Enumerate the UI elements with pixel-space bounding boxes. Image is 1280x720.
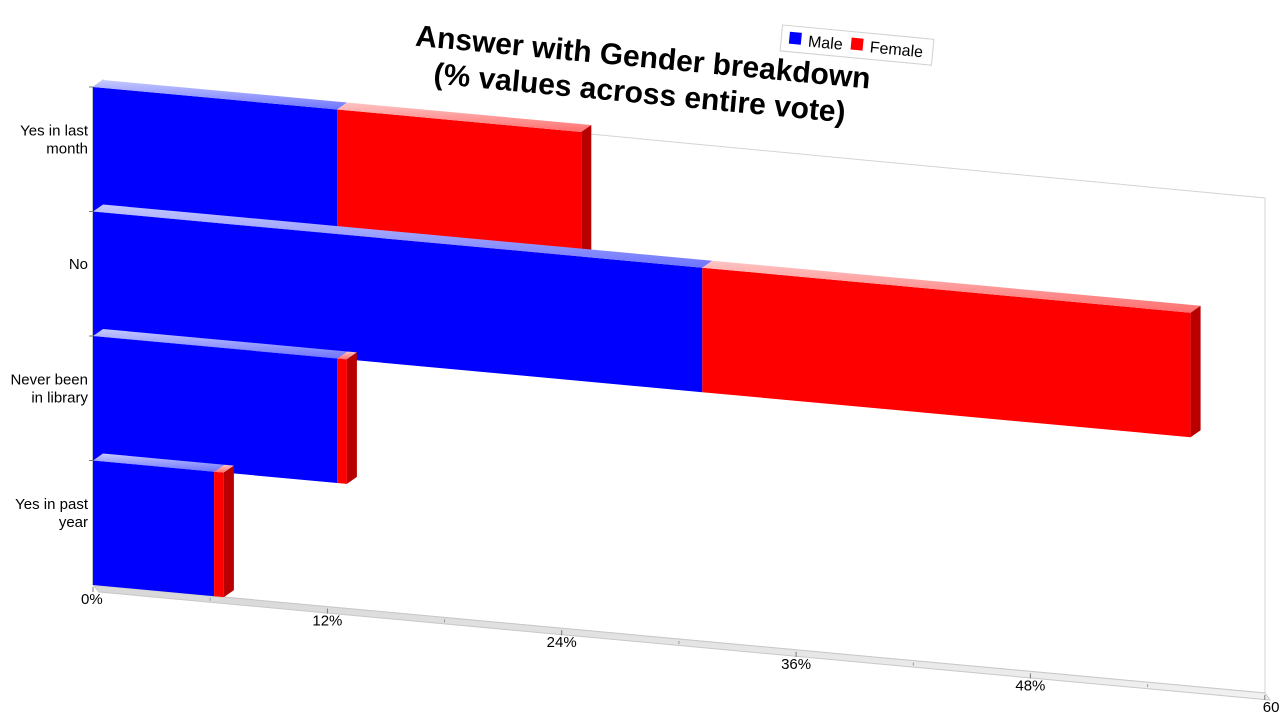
x-tick-label-48: 48% (1015, 677, 1045, 694)
chart-floor (91, 584, 1272, 701)
category-label-no: No (69, 256, 88, 273)
x-tick-label-24: 24% (547, 634, 577, 651)
bar-male-yes-in-last-month (93, 87, 338, 234)
bar-end-no (1190, 305, 1201, 438)
legend: Male Female (779, 24, 935, 66)
bar-top-female-yes-in-last-month (337, 102, 592, 132)
bar-top-female-yes-in-past-year (214, 464, 234, 473)
bar-female-never-been-in-library (337, 358, 347, 484)
bar-top-male-yes-in-last-month (93, 80, 348, 110)
bar-male-yes-in-past-year (93, 460, 215, 597)
x-tick-label-36: 36% (781, 656, 811, 673)
category-label-yes-in-past-year: Yes in past year (15, 496, 89, 531)
bar-end-yes-in-past-year (223, 465, 234, 598)
bar-end-never-been-in-library (346, 352, 357, 484)
bar-female-yes-in-past-year (214, 471, 224, 598)
bars-layer (89, 80, 1201, 598)
bar-top-female-never-been-in-library (337, 351, 357, 360)
bar-female-no (702, 267, 1191, 438)
bar-row-yes-in-past-year (89, 453, 234, 598)
bar-male-never-been-in-library (93, 336, 338, 483)
bar-top-male-no (93, 204, 713, 268)
x-tick-label-60: 60% (1263, 699, 1280, 716)
bar-female-yes-in-last-month (337, 109, 582, 257)
category-labels: Yes in last month No Never been in library Ye… (10, 122, 89, 531)
bar-top-female-no (702, 260, 1201, 313)
category-label-yes-in-last-month: Yes in last month (20, 122, 89, 157)
bar-top-male-yes-in-past-year (93, 453, 225, 472)
legend-label-male: Male (807, 34, 843, 54)
legend-label-female: Female (869, 39, 924, 61)
legend-swatch-male (788, 31, 802, 45)
bar-end-yes-in-last-month (581, 125, 592, 257)
legend-swatch-female (850, 37, 864, 51)
x-tick-label-0: 0% (81, 591, 103, 608)
category-label-never-been-in-library: Never been in library (10, 371, 88, 406)
x-tick-label-12: 12% (312, 613, 342, 630)
bar-row-never-been-in-library (89, 329, 357, 484)
bar-top-male-never-been-in-library (93, 329, 348, 359)
value-axis: 0% 12% 24% 36% 48% 60% (81, 587, 1280, 716)
bar-row-yes-in-last-month (89, 80, 592, 257)
